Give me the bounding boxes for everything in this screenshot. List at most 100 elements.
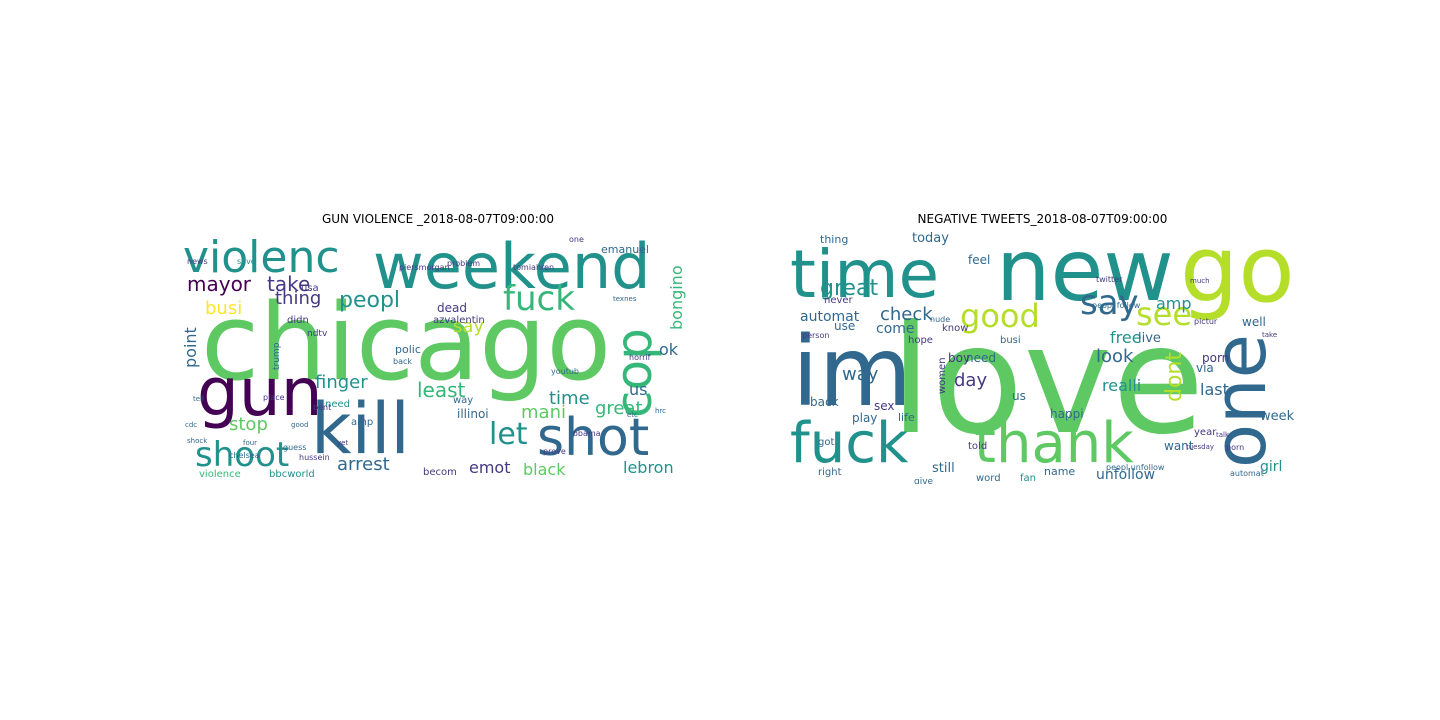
cloud-word: still [932, 461, 955, 476]
cloud-word: tomiahren [513, 263, 555, 272]
cloud-word: sex [874, 399, 895, 413]
wordcloud-panel-gun-violence: GUN VIOLENCE _2018-08-07T09:00:00 chicag… [183, 212, 693, 484]
cloud-word: name [1044, 465, 1076, 478]
cloud-word: live [1138, 331, 1161, 346]
cloud-word: fuck [790, 411, 909, 476]
cloud-word: need [966, 351, 996, 365]
cloud-word: realli [1102, 376, 1142, 395]
cloud-word: feel [968, 253, 991, 267]
cloud-word: cdc [185, 421, 198, 429]
wordcloud-panel-negative-tweets: NEGATIVE TWEETS_2018-08-07T09:00:00 love… [790, 212, 1295, 484]
cloud-word: ndtv [307, 329, 328, 339]
cloud-word: free [1110, 328, 1142, 347]
cloud-word: use [834, 319, 856, 333]
cloud-word: usa [301, 283, 319, 294]
cloud-word: peopl [339, 288, 401, 313]
cloud-word: come [876, 321, 915, 337]
cloud-word: right [818, 467, 842, 478]
cloud-word: thing [820, 233, 849, 246]
cloud-word: nude [930, 315, 951, 324]
cloud-word: via [1196, 361, 1214, 375]
cloud-word: horrif [629, 353, 651, 362]
cloud-word: four [243, 439, 258, 447]
cloud-word: go [1180, 232, 1295, 323]
cloud-word: illinoi [457, 407, 489, 421]
cloud-word: back [393, 357, 413, 366]
cloud-word: arrest [337, 454, 390, 475]
cloud-word: good [960, 297, 1040, 335]
cloud-word: love [890, 294, 1205, 468]
cloud-word: automat [1230, 469, 1264, 478]
cloud-word: chelsea [229, 451, 260, 460]
cloud-word: bent [313, 403, 332, 412]
cloud-word: porn [1226, 443, 1245, 452]
cloud-word: news [187, 257, 208, 266]
panel-title: GUN VIOLENCE _2018-08-07T09:00:00 [321, 212, 555, 226]
cloud-word: gun [197, 354, 323, 431]
cloud-word: mani [521, 402, 566, 423]
cloud-word: got [818, 437, 835, 448]
cloud-word: chicago [201, 281, 612, 404]
cloud-word: shock [187, 437, 208, 445]
cloud-word: never [824, 295, 853, 306]
cloud-word: last [1200, 380, 1229, 399]
cloud-word: fan [1020, 473, 1036, 484]
cloud-word: didn [287, 315, 309, 326]
cloud-word: place [263, 393, 285, 402]
panel-title: NEGATIVE TWEETS_2018-08-07T09:00:00 [917, 212, 1168, 226]
cloud-word: violence [199, 469, 241, 480]
cloud-word: dont [1162, 352, 1187, 402]
cloud-word: alway [964, 352, 967, 353]
cloud-word: amp [1156, 294, 1192, 313]
cloud-word: well [1242, 315, 1266, 329]
cloud-word: year [1194, 427, 1217, 438]
cloud-word: twitter [1096, 275, 1123, 284]
cloud-word: youtub [551, 367, 579, 376]
cloud-word: tell [193, 395, 204, 403]
cloud-word: guess [283, 443, 307, 452]
cloud-word: emanuel [601, 243, 649, 256]
cloud-word: save [237, 257, 256, 266]
cloud-word: shot [537, 408, 650, 468]
cloud-word: happi [1050, 407, 1084, 421]
cloud-word: time [549, 388, 590, 409]
cloud-word: bbcworld [269, 469, 315, 480]
cloud-word: busi [1000, 335, 1021, 346]
cloud-word: boy [948, 351, 971, 365]
cloud-word: us [629, 380, 648, 399]
cloud-word: amp [351, 417, 374, 428]
cloud-word: say [1080, 283, 1139, 323]
cloud-word: im [792, 316, 913, 428]
cloud-word: peopl unfollow [1106, 463, 1165, 472]
cloud-word: porn [1202, 351, 1230, 365]
cloud-word: mayor [187, 272, 252, 296]
cloud-word: least [417, 378, 466, 402]
cloud-word: obama [573, 429, 601, 438]
cloud-word: women [937, 357, 948, 394]
cloud-word: dead [437, 301, 467, 315]
cloud-word: new [996, 232, 1174, 321]
cloud-word: fuck [503, 279, 575, 319]
cloud-word: week [1260, 409, 1295, 424]
cloud-word: thank [974, 411, 1134, 476]
cloud-word: check [880, 304, 933, 325]
cloud-word: word [976, 473, 1001, 484]
cloud-word: weekend [373, 232, 651, 303]
cloud-word: azvalentin [433, 315, 485, 326]
cloud-word: say [453, 316, 485, 337]
cloud-word: take [1262, 331, 1278, 339]
cloud-word: hope [908, 335, 933, 346]
cloud-word: black [523, 460, 566, 479]
cloud-word: kill [311, 388, 410, 470]
cloud-word: shoot [195, 435, 290, 475]
cloud-word: prove [543, 447, 566, 456]
cloud-word: hussein [299, 453, 330, 462]
cloud-word: piersmorgan [399, 263, 450, 272]
cloud-word: today [912, 232, 949, 246]
cloud-word: busi [205, 298, 243, 319]
cloud-word: pictur [1194, 317, 1218, 326]
cloud-word: take [267, 272, 311, 296]
cloud-word: finger [315, 372, 368, 393]
cloud-word: back [810, 395, 839, 409]
